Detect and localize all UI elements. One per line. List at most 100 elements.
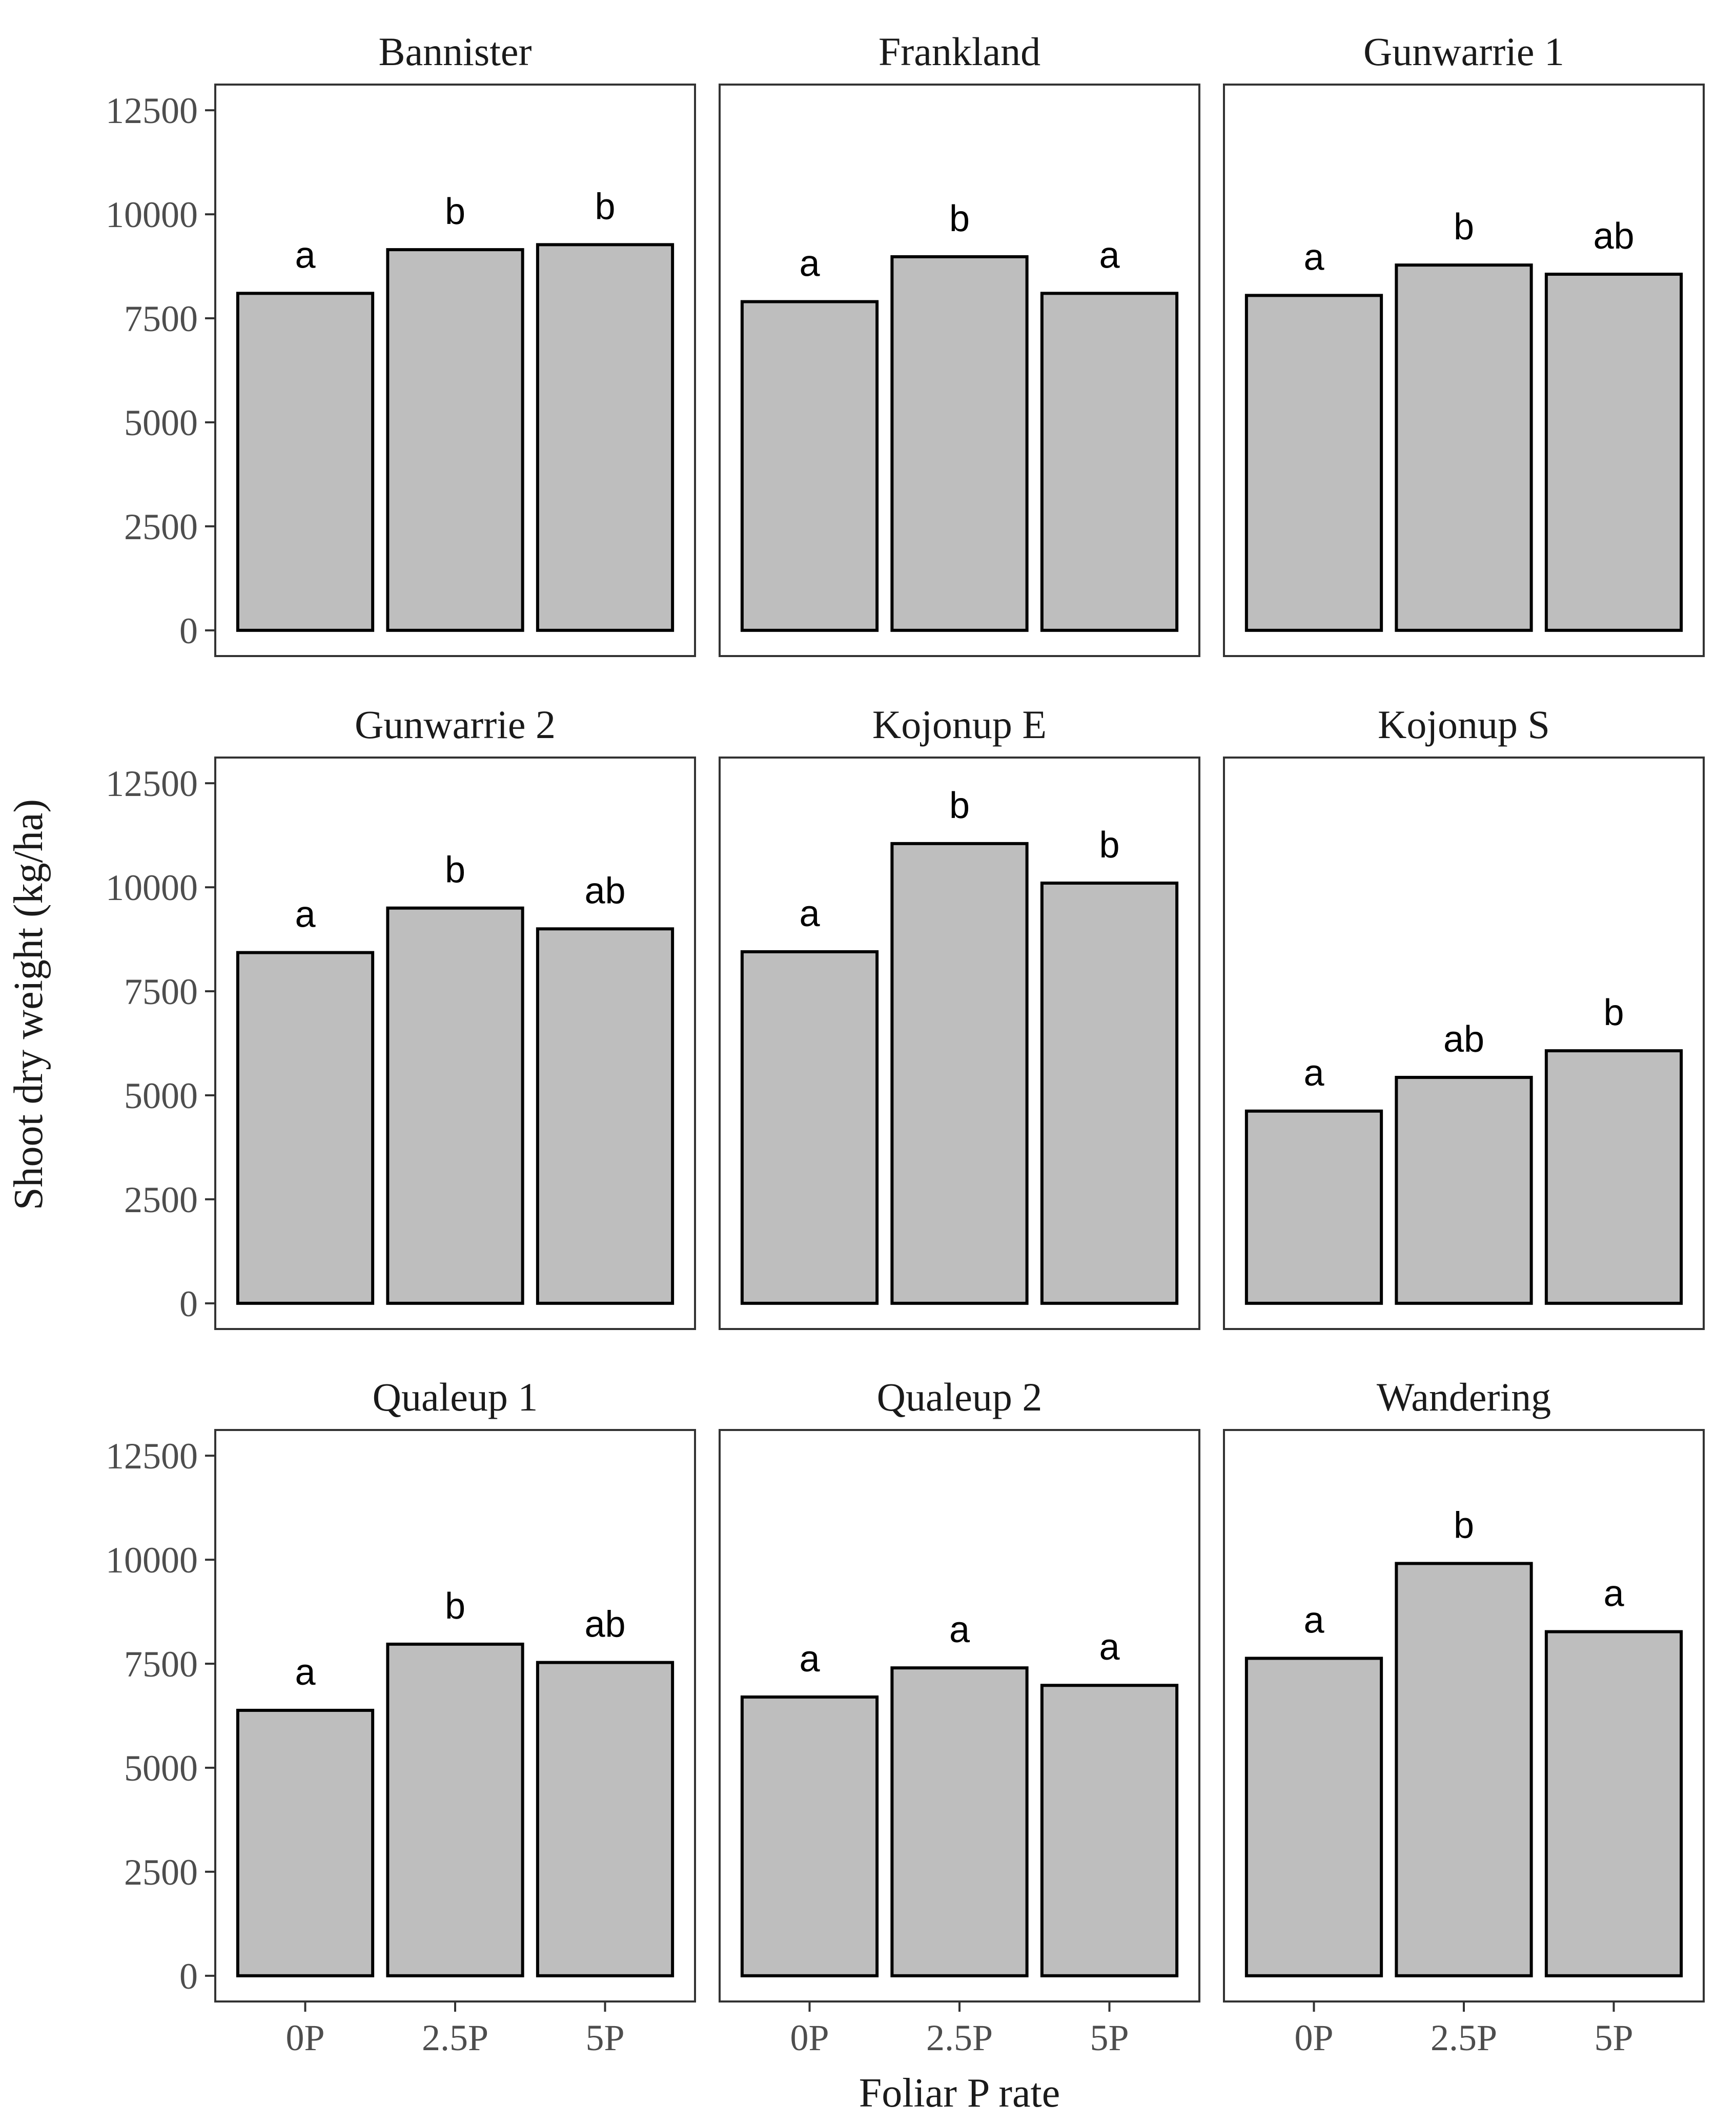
significance-label: a: [295, 1652, 316, 1693]
significance-label: a: [1603, 1574, 1624, 1615]
y-tick-label: 12500: [106, 90, 198, 131]
panel-wandering: Wandering a b a 0P 2.5P 5P: [1223, 1375, 1705, 2058]
bar-kojonup-e-0p: [740, 950, 879, 1305]
significance-label: a: [1099, 235, 1120, 276]
significance-label: b: [445, 850, 465, 891]
bar-kojonup-e-5p: [1040, 881, 1179, 1305]
x-tick-label: 2.5P: [1431, 2017, 1497, 2058]
bar-frankland-5p: [1040, 292, 1179, 632]
y-tick-label: 5000: [124, 1075, 198, 1116]
bar-qualeup-1-0p: [236, 1708, 375, 1977]
panel-kojonup-s: Kojonup S a ab b: [1223, 702, 1705, 1330]
y-tick-label: 7500: [124, 1644, 198, 1685]
bar-gunwarrie-1-0p: [1244, 294, 1383, 632]
y-tick-label: 10000: [106, 194, 198, 235]
significance-label: a: [1303, 1053, 1324, 1094]
facet-title: Qualeup 2: [877, 1375, 1043, 1419]
bar-gunwarrie-2-2-5p: [386, 906, 524, 1305]
facet-title: Gunwarrie 2: [355, 702, 556, 747]
x-tick-label: 5P: [1090, 2017, 1129, 2058]
panel-frame: [1223, 84, 1705, 657]
bar-gunwarrie-1-2-5p: [1395, 263, 1533, 632]
facet-title: Kojonup E: [872, 702, 1047, 747]
y-tick-label: 0: [179, 1283, 198, 1324]
bar-kojonup-s-0p: [1244, 1109, 1383, 1305]
significance-label: b: [1603, 992, 1624, 1033]
panel-kojonup-e: Kojonup E a b b: [719, 702, 1200, 1330]
x-tick-label: 0P: [1294, 2017, 1333, 2058]
significance-label: b: [445, 191, 465, 232]
y-tick-label: 5000: [124, 402, 198, 443]
panel-frame: [1223, 757, 1705, 1330]
significance-label: b: [1099, 825, 1119, 866]
significance-label: ab: [584, 1604, 625, 1645]
y-tick-label: 2500: [124, 1179, 198, 1220]
significance-label: ab: [1593, 216, 1634, 257]
x-tick-label: 5P: [1594, 2017, 1633, 2058]
x-axis-title: Foliar P rate: [859, 2071, 1060, 2116]
significance-label: a: [799, 1639, 820, 1680]
panel-frankland: Frankland a b a: [719, 29, 1200, 657]
facet-title: Gunwarrie 1: [1363, 29, 1564, 74]
significance-label: b: [1454, 1505, 1474, 1546]
bar-qualeup-2-5p: [1040, 1684, 1179, 1977]
y-tick-label: 10000: [106, 1540, 198, 1581]
panel-frame: [214, 84, 696, 657]
y-tick-label: 5000: [124, 1748, 198, 1789]
x-tick-label: 0P: [790, 2017, 829, 2058]
significance-label: b: [949, 785, 970, 826]
significance-label: b: [949, 198, 970, 239]
significance-label: b: [445, 1586, 465, 1627]
bar-frankland-2-5p: [890, 255, 1029, 632]
significance-label: a: [1099, 1627, 1120, 1668]
y-axis-title: Shoot dry weight (kg/ha): [6, 799, 51, 1210]
y-tick-label: 12500: [106, 763, 198, 804]
significance-label: a: [1303, 237, 1324, 278]
significance-label: a: [295, 894, 316, 935]
significance-label: a: [1303, 1600, 1324, 1641]
facet-title: Bannister: [379, 29, 532, 74]
bar-wandering-2-5p: [1395, 1562, 1533, 1977]
y-tick-label: 12500: [106, 1436, 198, 1477]
significance-label: b: [1454, 207, 1474, 248]
facet-title: Frankland: [879, 29, 1040, 74]
bar-bannister-0p: [236, 292, 375, 632]
bar-gunwarrie-2-5p: [536, 927, 675, 1305]
panel-frame: [719, 757, 1200, 1330]
bar-qualeup-2-0p: [740, 1695, 879, 1977]
bar-kojonup-e-2-5p: [890, 842, 1029, 1305]
facet-title: Kojonup S: [1378, 702, 1550, 747]
panel-gunwarrie-1: Gunwarrie 1ab ab: [1223, 29, 1705, 657]
x-tick-label: 2.5P: [926, 2017, 993, 2058]
significance-label: a: [949, 1609, 970, 1650]
bar-wandering-0p: [1244, 1657, 1383, 1977]
panel-bannister: Bannister a b b 0 2500 5000 7500 10000 12500: [106, 29, 696, 657]
y-tick-label: 7500: [124, 298, 198, 339]
bar-qualeup-1-2-5p: [386, 1642, 524, 1977]
panel-qualeup-2: Qualeup 2 a a a 0P 2.5P 5P: [719, 1375, 1200, 2058]
bar-gunwarrie-1-5p: [1544, 272, 1683, 632]
facet-title: Qualeup 1: [373, 1375, 538, 1419]
y-tick-label: 10000: [106, 867, 198, 908]
bar-gunwarrie-2-0p: [236, 951, 375, 1305]
significance-label: b: [595, 186, 615, 227]
x-tick-label: 0P: [285, 2017, 324, 2058]
y-tick-label: 0: [179, 610, 198, 651]
y-tick-label: 0: [179, 1956, 198, 1997]
x-tick-label: 5P: [585, 2017, 624, 2058]
bar-bannister-5p: [536, 243, 675, 632]
y-tick-label: 2500: [124, 1852, 198, 1893]
bar-kojonup-s-5p: [1544, 1049, 1683, 1305]
significance-label: a: [295, 235, 316, 276]
bar-qualeup-1-5p: [536, 1661, 675, 1977]
panel-frame: [719, 84, 1200, 657]
bar-qualeup-2-2-5p: [890, 1666, 1029, 1977]
significance-label: ab: [1443, 1019, 1484, 1060]
bar-bannister-2-5p: [386, 248, 524, 632]
significance-label: a: [799, 893, 820, 934]
significance-label: a: [799, 243, 820, 284]
